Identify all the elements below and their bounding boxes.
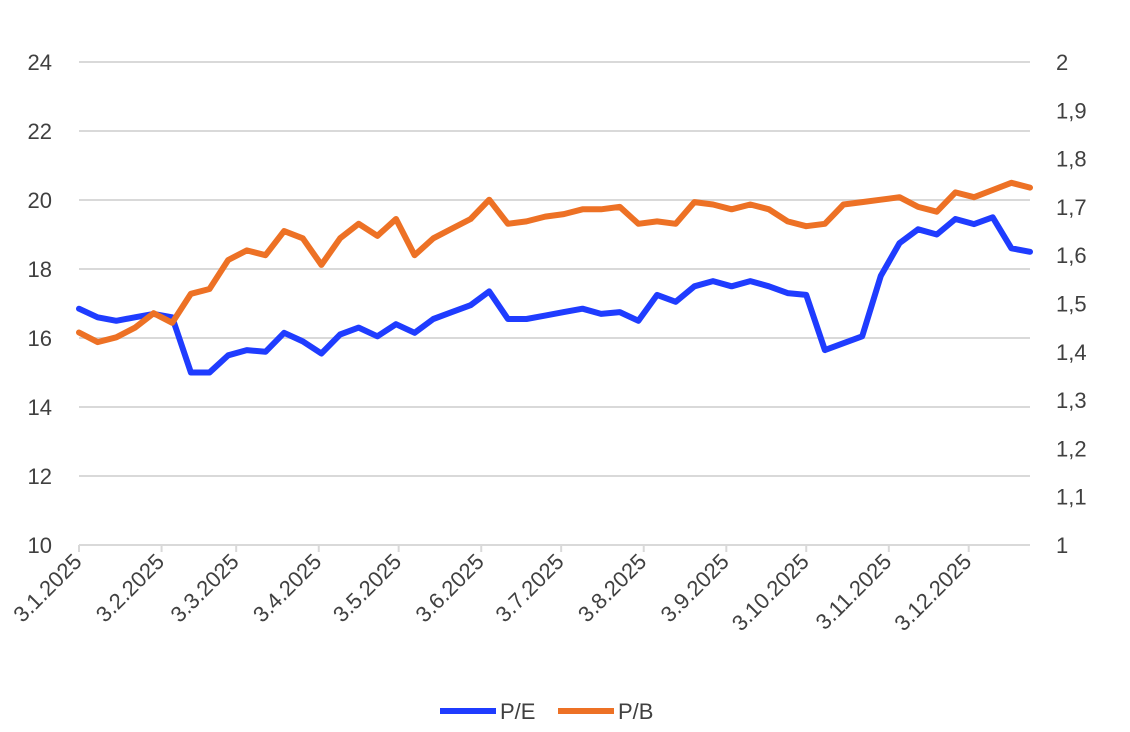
left-axis-ticks: 10 12 14 16 18 20 22 24 — [28, 50, 52, 558]
right-tick-label: 1,9 — [1056, 98, 1087, 123]
left-tick-label: 10 — [28, 533, 52, 558]
x-tick-label: 3.10.2025 — [727, 549, 814, 636]
right-tick-label: 1,5 — [1056, 292, 1087, 317]
x-tick-label: 3.3.2025 — [165, 549, 243, 627]
x-tick-label: 3.9.2025 — [656, 549, 734, 627]
x-tick-label: 3.7.2025 — [490, 549, 568, 627]
x-tick-label: 3.12.2025 — [889, 549, 976, 636]
x-tick-label: 3.6.2025 — [411, 549, 489, 627]
series-line-pb — [76, 179, 1033, 346]
x-tick-label: 3.4.2025 — [248, 549, 326, 627]
right-tick-label: 1,7 — [1056, 195, 1087, 220]
left-tick-label: 14 — [28, 395, 52, 420]
left-tick-label: 22 — [28, 119, 52, 144]
right-axis-ticks: 1 1,1 1,2 1,3 1,4 1,5 1,6 1,7 1,8 1,9 2 — [1056, 50, 1087, 558]
right-tick-label: 1,1 — [1056, 485, 1087, 510]
right-tick-label: 1 — [1056, 533, 1068, 558]
x-tick-label: 3.11.2025 — [811, 549, 897, 635]
series-lines — [76, 179, 1033, 376]
series-line-pe — [76, 214, 1033, 376]
legend-label-pb: P/B — [618, 699, 653, 724]
x-tick-label: 3.5.2025 — [328, 549, 406, 627]
x-tick-label: 3.2.2025 — [91, 549, 169, 627]
right-tick-label: 1,6 — [1056, 243, 1087, 268]
right-tick-label: 1,4 — [1056, 340, 1087, 365]
x-tick-label: 3.8.2025 — [573, 549, 651, 627]
right-tick-label: 2 — [1056, 50, 1068, 75]
legend-label-pe: P/E — [500, 699, 535, 724]
left-tick-label: 18 — [28, 257, 52, 282]
left-tick-label: 20 — [28, 188, 52, 213]
x-tick-label: 3.1.2025 — [8, 549, 86, 627]
right-tick-label: 1,8 — [1056, 147, 1087, 172]
left-tick-label: 24 — [28, 50, 52, 75]
legend: P/E P/B — [440, 699, 653, 724]
right-tick-label: 1,3 — [1056, 388, 1087, 413]
left-tick-label: 12 — [28, 464, 52, 489]
gridlines — [79, 61, 1030, 477]
right-tick-label: 1,2 — [1056, 436, 1087, 461]
left-tick-label: 16 — [28, 326, 52, 351]
